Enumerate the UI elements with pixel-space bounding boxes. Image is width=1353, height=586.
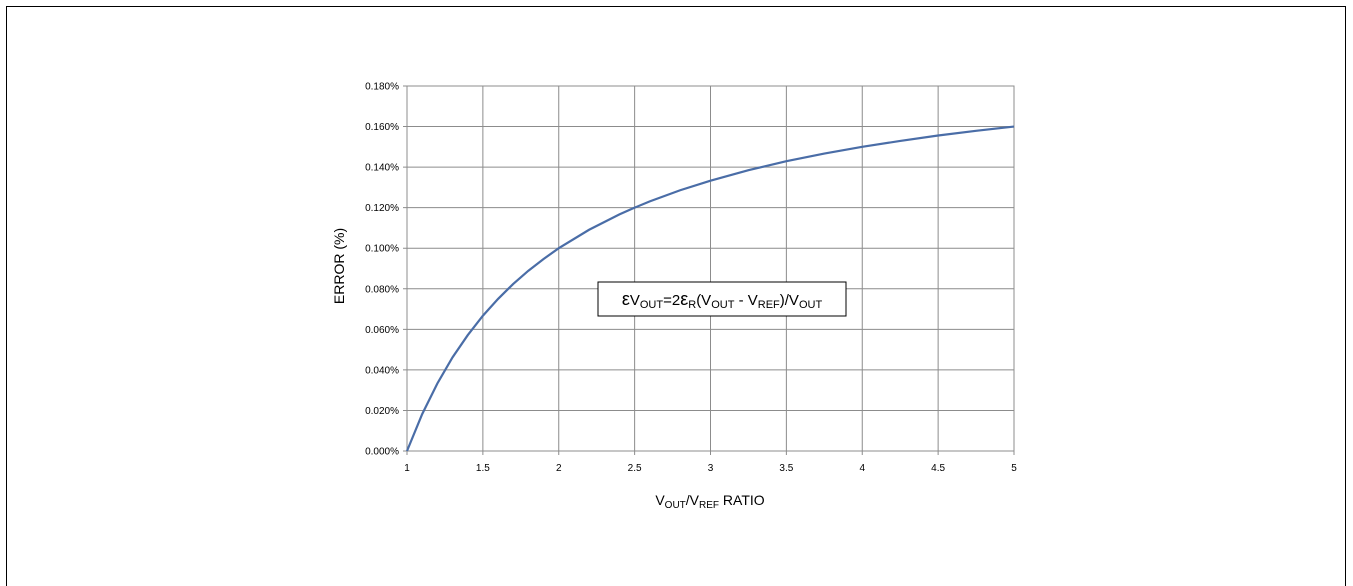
x-tick-label: 3.5 xyxy=(779,463,793,474)
y-tick-label: 0.000% xyxy=(365,447,399,458)
x-tick-label: 4.5 xyxy=(931,463,945,474)
y-tick-label: 0.060% xyxy=(365,325,399,336)
x-tick-label: 1.5 xyxy=(476,463,490,474)
x-tick-label: 3 xyxy=(708,463,714,474)
figure-frame xyxy=(6,6,1346,586)
x-tick-label: 2 xyxy=(556,463,562,474)
x-axis-title: VOUT/VREF RATIO xyxy=(655,492,764,511)
y-tick-label: 0.020% xyxy=(365,406,399,417)
grid xyxy=(403,85,1015,455)
x-tick-label: 1 xyxy=(404,463,410,474)
y-axis-title: ERROR (%) xyxy=(331,228,347,304)
x-tick-label: 5 xyxy=(1011,463,1017,474)
y-tick-label: 0.040% xyxy=(365,365,399,376)
y-tick-label: 0.160% xyxy=(365,122,399,133)
y-tick-label: 0.080% xyxy=(365,284,399,295)
y-tick-label: 0.100% xyxy=(365,244,399,255)
x-tick-label: 4 xyxy=(859,463,865,474)
y-tick-label: 0.140% xyxy=(365,163,399,174)
y-tick-label: 0.120% xyxy=(365,203,399,214)
tick-labels: 1 1.5 2 2.5 3 3.5 4 4.5 5 0.000% 0.020% 0.040% 0.060… xyxy=(365,82,1017,475)
formula-annotation: εVOUT=2εR(VOUT - VREF)/VOUT xyxy=(622,289,823,311)
error-curve xyxy=(405,125,1015,452)
formula-box xyxy=(597,281,847,317)
x-tick-label: 2.5 xyxy=(628,463,642,474)
y-tick-label: 0.180% xyxy=(365,82,399,93)
